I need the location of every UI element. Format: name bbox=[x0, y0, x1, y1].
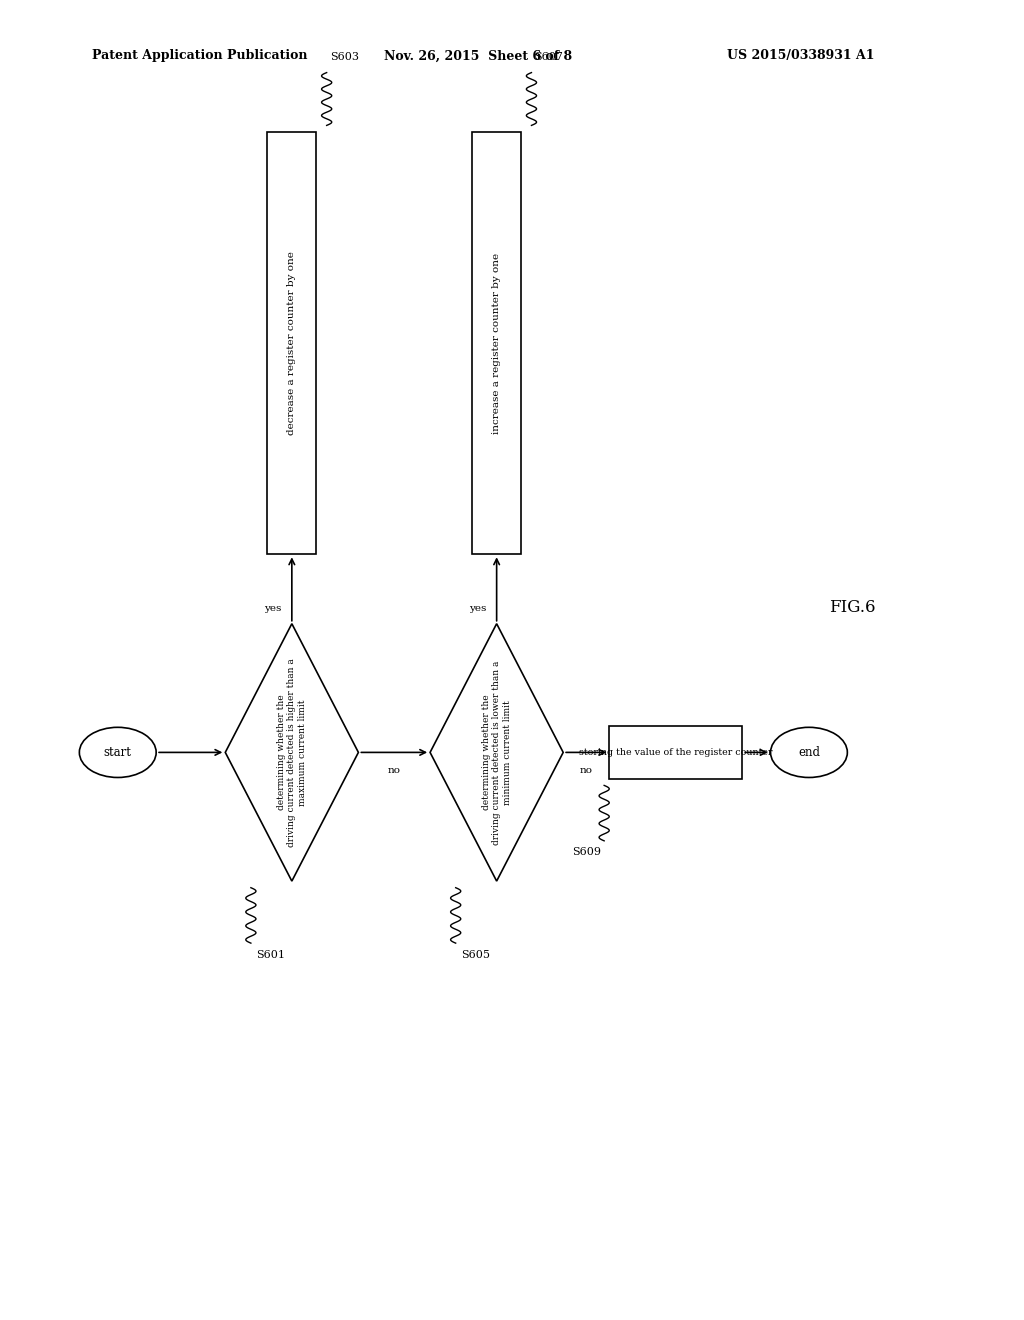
Text: yes: yes bbox=[264, 605, 282, 612]
Text: end: end bbox=[798, 746, 820, 759]
Text: US 2015/0338931 A1: US 2015/0338931 A1 bbox=[727, 49, 874, 62]
Text: S605: S605 bbox=[461, 950, 489, 960]
Text: S603: S603 bbox=[330, 51, 358, 62]
Text: yes: yes bbox=[469, 605, 486, 612]
Ellipse shape bbox=[80, 727, 156, 777]
Text: storing the value of the register counter: storing the value of the register counte… bbox=[580, 748, 772, 756]
Text: no: no bbox=[388, 766, 400, 775]
Text: no: no bbox=[580, 766, 593, 775]
Text: S607: S607 bbox=[535, 51, 563, 62]
Polygon shape bbox=[430, 624, 563, 882]
Text: Nov. 26, 2015  Sheet 6 of 8: Nov. 26, 2015 Sheet 6 of 8 bbox=[384, 49, 572, 62]
Text: increase a register counter by one: increase a register counter by one bbox=[493, 252, 501, 434]
Text: FIG.6: FIG.6 bbox=[829, 599, 876, 615]
Ellipse shape bbox=[771, 727, 848, 777]
Text: Patent Application Publication: Patent Application Publication bbox=[92, 49, 307, 62]
Text: decrease a register counter by one: decrease a register counter by one bbox=[288, 251, 296, 436]
Bar bbox=[267, 132, 316, 554]
Text: start: start bbox=[103, 746, 132, 759]
Text: S609: S609 bbox=[572, 847, 601, 858]
Bar bbox=[609, 726, 742, 779]
Polygon shape bbox=[225, 624, 358, 882]
Text: determining whether the
driving current detected is lower than a
minimum current: determining whether the driving current … bbox=[481, 660, 512, 845]
Text: determining whether the
driving current detected is higher than a
maximum curren: determining whether the driving current … bbox=[276, 659, 307, 846]
Bar bbox=[472, 132, 521, 554]
Text: S601: S601 bbox=[256, 950, 285, 960]
